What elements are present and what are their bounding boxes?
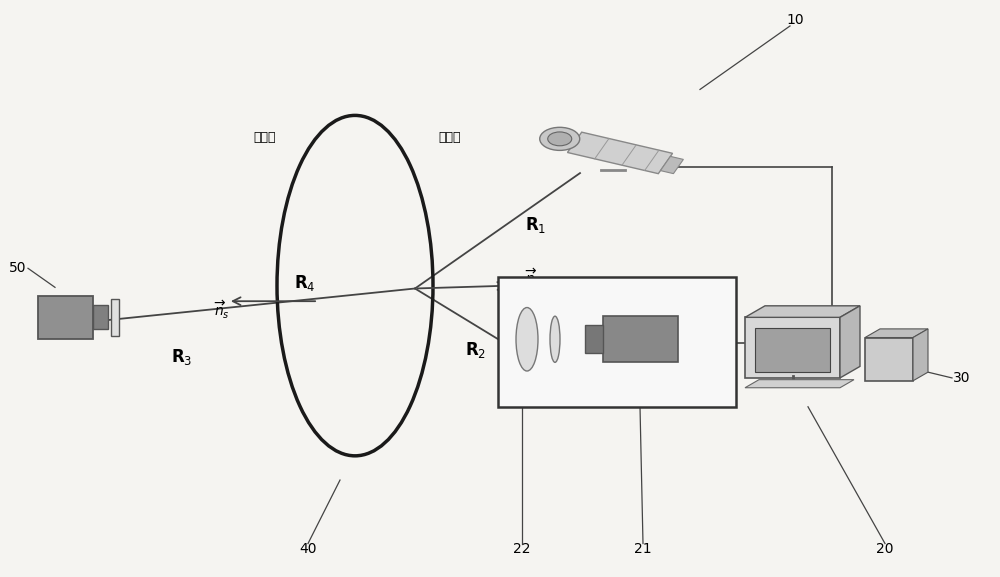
Polygon shape <box>745 306 860 317</box>
Text: $\overrightarrow{n}_s$: $\overrightarrow{n}_s$ <box>214 299 230 321</box>
Bar <box>603 316 678 362</box>
Polygon shape <box>840 306 860 378</box>
Bar <box>745 317 840 378</box>
Bar <box>585 325 603 353</box>
Text: 10: 10 <box>786 13 804 27</box>
Text: 40: 40 <box>299 542 317 556</box>
Text: 30: 30 <box>953 371 971 385</box>
Text: 50: 50 <box>9 261 27 275</box>
Text: 22: 22 <box>513 542 531 556</box>
Text: $\mathbf{R}_3$: $\mathbf{R}_3$ <box>171 347 193 366</box>
Ellipse shape <box>550 316 560 362</box>
Polygon shape <box>745 380 854 388</box>
Bar <box>498 277 736 407</box>
Text: 前表面: 前表面 <box>439 131 461 144</box>
Polygon shape <box>865 329 928 338</box>
Circle shape <box>540 128 580 151</box>
Polygon shape <box>567 132 673 174</box>
Bar <box>755 328 830 372</box>
Bar <box>865 338 913 381</box>
Text: 20: 20 <box>876 542 894 556</box>
Text: $\mathbf{R}_4$: $\mathbf{R}_4$ <box>294 273 316 293</box>
Ellipse shape <box>516 308 538 371</box>
Text: $\mathbf{R}_2$: $\mathbf{R}_2$ <box>465 340 487 360</box>
Polygon shape <box>913 329 928 381</box>
Circle shape <box>548 132 572 146</box>
Bar <box>111 299 119 336</box>
Text: $\mathbf{R}_1$: $\mathbf{R}_1$ <box>525 215 547 235</box>
Text: $\overrightarrow{n}_f$: $\overrightarrow{n}_f$ <box>525 267 541 289</box>
Text: 21: 21 <box>634 542 652 556</box>
Text: 后表面: 后表面 <box>254 131 276 144</box>
Bar <box>38 295 93 339</box>
Polygon shape <box>660 156 683 174</box>
Bar <box>93 305 108 329</box>
